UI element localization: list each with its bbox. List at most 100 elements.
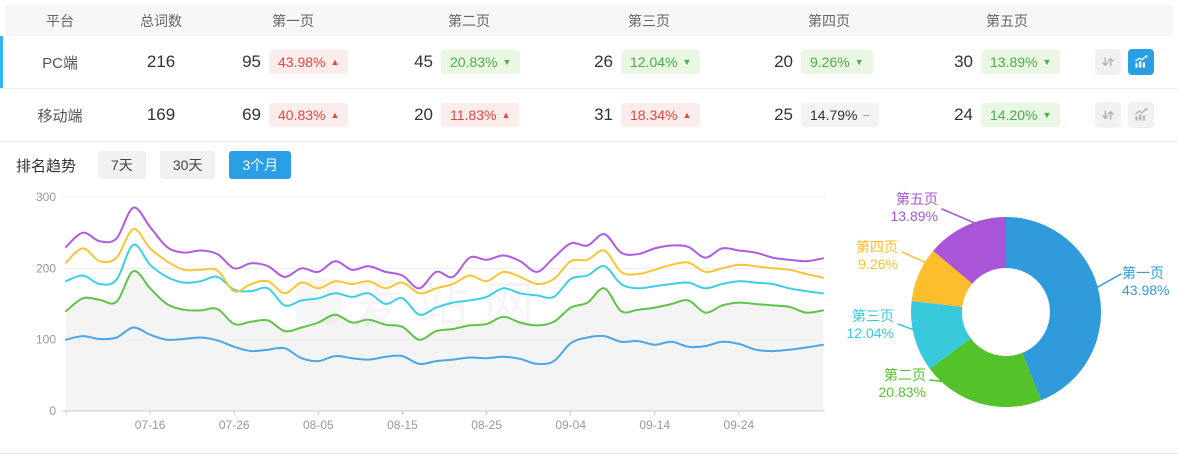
svg-text:07-26: 07-26	[219, 418, 250, 432]
page4-cell: 25 14.79% −	[739, 103, 919, 127]
change-direction-icon: ▲	[501, 109, 511, 120]
total-words-value: 216	[146, 52, 176, 71]
page3-cell: 26 12.04% ▼	[559, 50, 739, 74]
page2-cell: 45 20.83% ▼	[379, 50, 559, 74]
change-direction-icon: ▼	[682, 56, 692, 67]
page2-change-badge: 11.83% ▲	[441, 103, 520, 127]
table-header-row: 平台 总词数 第一页 第二页 第三页 第四页 第五页	[5, 5, 1173, 36]
svg-text:100: 100	[36, 333, 56, 347]
rank-table: 平台 总词数 第一页 第二页 第三页 第四页 第五页 PC端 216 95 43…	[0, 0, 1178, 142]
trend-chart-icon	[1135, 108, 1148, 121]
donut-label-page1: 第一页 43.98%	[1122, 265, 1170, 298]
donut-chart-svg	[897, 208, 1122, 408]
charts-area: 爱站网 0 100 200 300 07-16 07-26 08-05 08-15 08-25 0…	[0, 182, 1178, 453]
page-distribution-donut[interactable]: 第一页 43.98% 第二页 20.83% 第三页 12.04% 第四页 9.26% 第…	[838, 182, 1178, 453]
header-platform: 平台	[46, 12, 74, 29]
down-up-arrows-icon	[1102, 57, 1114, 67]
change-direction-icon: −	[862, 107, 871, 123]
page5-cell: 30 13.89% ▼	[919, 50, 1095, 74]
tab-30days[interactable]: 30天	[159, 151, 216, 179]
page1-cell: 95 43.98% ▲	[207, 50, 379, 74]
change-direction-icon: ▼	[1042, 109, 1052, 120]
total-words-value: 169	[146, 105, 176, 124]
page2-change-badge: 20.83% ▼	[441, 50, 521, 74]
page4-count: 20	[774, 52, 793, 71]
donut-slice-第四页	[911, 250, 973, 307]
page4-count: 25	[774, 105, 793, 124]
donut-label-page3: 第三页 12.04%	[846, 308, 894, 341]
change-direction-icon: ▲	[330, 109, 340, 120]
svg-text:200: 200	[36, 261, 56, 275]
trend-chart-button[interactable]	[1128, 102, 1154, 128]
page5-count: 24	[954, 105, 973, 124]
platform-label: PC端	[42, 54, 78, 72]
leader-line-page3	[897, 323, 923, 334]
svg-text:07-16: 07-16	[135, 418, 166, 432]
donut-label-page2: 第二页 20.83%	[878, 367, 926, 400]
row-actions	[1095, 102, 1178, 128]
page4-change-badge: 14.79% −	[801, 103, 880, 127]
donut-slice-第三页	[910, 301, 971, 369]
page3-count: 31	[594, 105, 613, 124]
page3-count: 26	[594, 52, 613, 71]
table-row-mobile[interactable]: 移动端 169 69 40.83% ▲ 20 11.83% ▲ 31 18.34% ▲…	[0, 89, 1178, 142]
rank-trend-line-chart[interactable]: 爱站网 0 100 200 300 07-16 07-26 08-05 08-15 08-25 0…	[0, 182, 838, 444]
tab-3months[interactable]: 3个月	[229, 151, 292, 179]
header-page1: 第一页	[272, 12, 314, 29]
header-page5: 第五页	[986, 12, 1028, 29]
header-page4: 第四页	[808, 12, 850, 29]
change-direction-icon: ▼	[1042, 56, 1052, 67]
svg-text:08-15: 08-15	[387, 418, 418, 432]
trend-title: 排名趋势	[16, 157, 77, 175]
donut-label-page5: 第五页 13.89%	[890, 191, 938, 224]
donut-label-page4: 第四页 9.26%	[856, 239, 898, 272]
page1-cell: 69 40.83% ▲	[207, 103, 379, 127]
page3-change-badge: 12.04% ▼	[621, 50, 701, 74]
page4-cell: 20 9.26% ▼	[739, 50, 919, 74]
donut-slice-第二页	[929, 338, 1042, 408]
header-total-words: 总词数	[140, 12, 182, 29]
leader-line-page1	[1095, 273, 1122, 289]
page5-count: 30	[954, 52, 973, 71]
svg-text:09-24: 09-24	[724, 418, 755, 432]
page5-change-badge: 13.89% ▼	[981, 50, 1061, 74]
tab-7days[interactable]: 7天	[98, 151, 146, 179]
sort-button[interactable]	[1095, 102, 1121, 128]
page2-count: 45	[414, 52, 433, 71]
page5-cell: 24 14.20% ▼	[919, 103, 1095, 127]
row-actions	[1095, 49, 1178, 75]
page3-change-badge: 18.34% ▲	[621, 103, 701, 127]
page4-change-badge: 9.26% ▼	[801, 50, 873, 74]
page1-count: 69	[242, 105, 261, 124]
page2-cell: 20 11.83% ▲	[379, 103, 559, 127]
page1-change-badge: 40.83% ▲	[269, 103, 349, 127]
header-page2: 第二页	[448, 12, 490, 29]
page5-change-badge: 14.20% ▼	[981, 103, 1061, 127]
page1-change-badge: 43.98% ▲	[269, 50, 349, 74]
down-up-arrows-icon	[1102, 110, 1114, 120]
donut-slice-第一页	[1006, 216, 1102, 401]
change-direction-icon: ▼	[502, 56, 512, 67]
platform-label: 移动端	[37, 107, 83, 125]
change-direction-icon: ▲	[330, 56, 340, 67]
svg-text:300: 300	[36, 190, 56, 204]
svg-text:08-05: 08-05	[303, 418, 334, 432]
svg-text:0: 0	[49, 404, 56, 418]
table-row-pc[interactable]: PC端 216 95 43.98% ▲ 45 20.83% ▼ 26 12.04% ▼…	[0, 36, 1178, 89]
leader-line-page4	[901, 251, 930, 265]
trend-toolbar: 排名趋势 7天 30天 3个月	[16, 151, 1178, 179]
change-direction-icon: ▼	[854, 56, 864, 67]
donut-slice-第五页	[933, 216, 1006, 284]
trend-chart-button[interactable]	[1128, 49, 1154, 75]
svg-text:08-25: 08-25	[471, 418, 502, 432]
leader-line-page2	[929, 379, 981, 387]
svg-text:09-14: 09-14	[639, 418, 670, 432]
trend-chart-icon	[1135, 55, 1148, 68]
page2-count: 20	[414, 105, 433, 124]
page1-count: 95	[242, 52, 261, 71]
header-page3: 第三页	[628, 12, 670, 29]
svg-text:09-04: 09-04	[555, 418, 586, 432]
sort-button[interactable]	[1095, 49, 1121, 75]
